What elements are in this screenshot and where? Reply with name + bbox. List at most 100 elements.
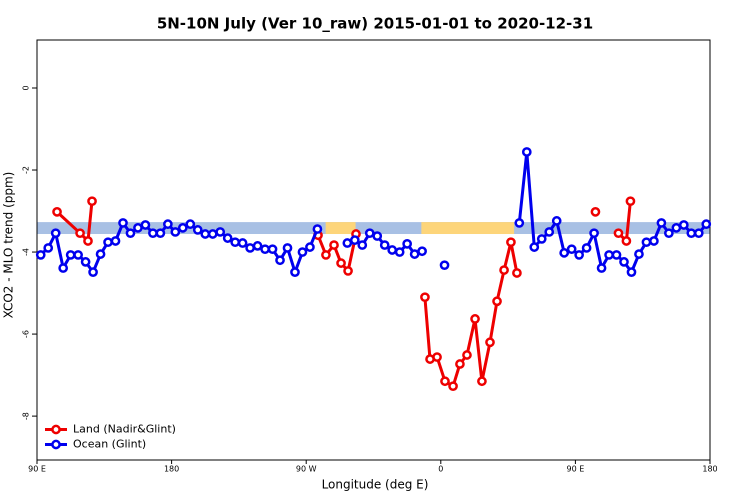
data-point [75, 228, 85, 239]
data-point [52, 207, 62, 217]
data-point [342, 238, 353, 248]
data-point [529, 242, 540, 252]
data-point [613, 228, 624, 239]
data-point [611, 250, 622, 260]
data-point [574, 250, 584, 260]
data-point [88, 267, 98, 277]
data-point [372, 231, 383, 241]
data-point [83, 236, 93, 246]
data-point [282, 243, 293, 253]
legend-label: Land (Nadir&Glint) [73, 423, 176, 436]
data-point [590, 207, 601, 217]
data-point [589, 228, 599, 239]
data-point [305, 242, 315, 252]
data-point [133, 223, 143, 233]
data-point [686, 228, 697, 239]
data-point [701, 219, 712, 230]
data-point [477, 376, 487, 387]
data-point [185, 219, 196, 230]
series-line [55, 201, 632, 388]
data-point [596, 263, 607, 273]
x-tick-label: 0 [438, 465, 443, 474]
data-point [110, 236, 121, 246]
y-tick-label: -6 [22, 330, 31, 338]
data-point [357, 240, 368, 250]
data-point [462, 350, 472, 360]
data-point [177, 223, 188, 233]
data-point [222, 233, 233, 243]
data-point [103, 237, 113, 248]
data-point [163, 219, 173, 230]
x-tick-label: 90 E [567, 465, 585, 474]
data-point [506, 237, 516, 248]
x-tick-label: 90 E [28, 465, 46, 474]
data-point [634, 249, 644, 259]
data-point [492, 296, 502, 307]
data-point [35, 250, 46, 260]
data-point [192, 225, 203, 235]
data-point [50, 228, 61, 239]
data-point [148, 228, 158, 239]
data-point [417, 246, 427, 257]
data-point [455, 359, 465, 369]
x-tick-label: 180 [702, 465, 717, 474]
data-point [619, 257, 629, 267]
data-point [649, 236, 659, 246]
data-point [80, 257, 91, 267]
data-point [215, 227, 226, 237]
data-point [551, 216, 562, 226]
data-point [559, 248, 570, 258]
data-point [664, 228, 674, 239]
data-point [581, 243, 592, 253]
data-point [394, 247, 405, 257]
data-point [73, 250, 83, 260]
y-tick-label: -2 [22, 166, 31, 174]
data-point [521, 147, 532, 157]
data-point [499, 265, 509, 275]
data-point [252, 241, 263, 251]
y-tick-label: -8 [22, 412, 31, 420]
plot-frame [36, 39, 711, 461]
y-tick-label: 0 [22, 85, 31, 90]
data-point [604, 250, 614, 260]
data-point [95, 249, 106, 259]
x-tick-label: 90 W [296, 465, 317, 474]
data-point [641, 237, 652, 248]
band-highlight [325, 222, 356, 235]
y-tick-label: -4 [22, 248, 31, 256]
data-point [125, 228, 136, 239]
data-point [312, 224, 323, 234]
data-point [87, 196, 97, 207]
data-point [329, 240, 339, 250]
data-point [448, 381, 458, 392]
data-point [626, 267, 637, 277]
data-point [170, 227, 181, 237]
data-point [621, 236, 632, 246]
data-point [267, 244, 278, 255]
data-point [245, 243, 255, 253]
data-point [536, 234, 547, 244]
data-point [290, 267, 300, 277]
data-point [336, 258, 346, 268]
data-point [432, 352, 442, 362]
data-point [297, 247, 308, 257]
chart-title: 5N-10N July (Ver 10_raw) 2015-01-01 to 2… [157, 15, 593, 33]
data-point [155, 228, 166, 239]
data-point [387, 245, 398, 255]
data-point [420, 292, 430, 303]
data-point [237, 238, 248, 248]
data-point [440, 376, 450, 387]
data-point [118, 218, 128, 228]
data-point [230, 237, 241, 248]
legend-label: Ocean (Glint) [73, 438, 146, 451]
data-point [260, 244, 270, 255]
data-point [343, 266, 353, 276]
data-point [678, 220, 689, 230]
legend-marker [51, 439, 61, 450]
reference-band [37, 222, 710, 235]
x-tick-label: 180 [164, 465, 179, 474]
data-point [65, 250, 76, 260]
legend-marker [51, 424, 61, 435]
data-point [566, 244, 577, 255]
